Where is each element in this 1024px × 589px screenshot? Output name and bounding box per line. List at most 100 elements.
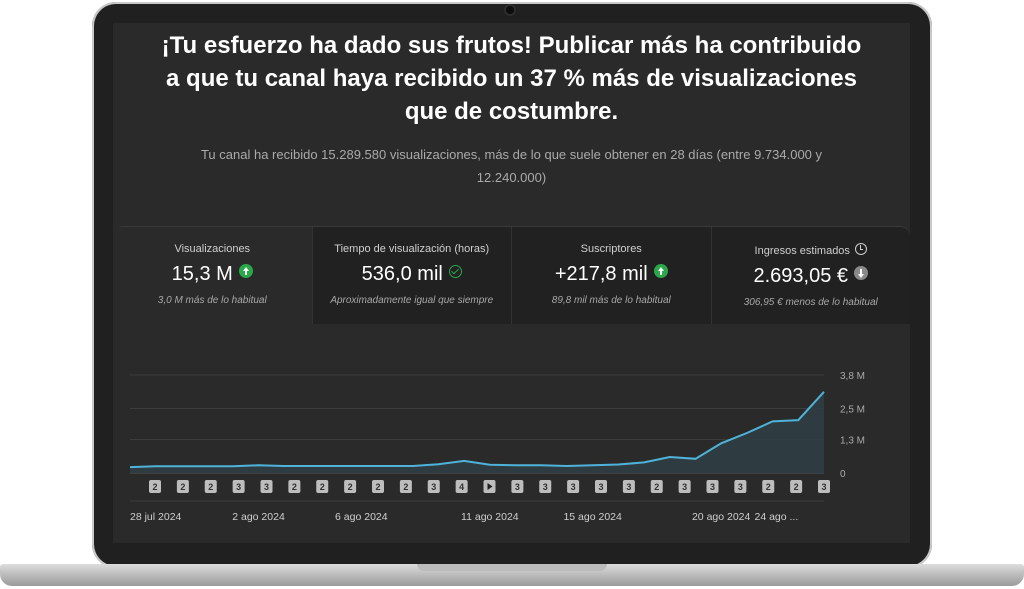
y-tick-label: 2,5 M bbox=[840, 405, 865, 416]
play-icon bbox=[487, 483, 493, 490]
upload-marker-label: 2 bbox=[152, 482, 157, 492]
upload-marker bbox=[678, 480, 691, 493]
check-circle-icon bbox=[448, 265, 462, 278]
arrow-up-icon bbox=[238, 264, 253, 278]
upload-marker-label: 3 bbox=[236, 482, 241, 492]
upload-marker bbox=[288, 480, 301, 493]
views-chart: 3,8 M 2,5 M 1,3 M 0 2 2 2 3 3 2 2 2 2 2 3 4 3 3 3 3 3 2 3 3 3 2 2 3… bbox=[113, 323, 910, 543]
upload-marker bbox=[734, 480, 747, 493]
metric-label: Tiempo de visualización (horas) bbox=[334, 243, 490, 255]
headline-line: que de costumbre. bbox=[404, 98, 619, 125]
upload-marker bbox=[790, 480, 803, 493]
metric-value: 536,0 mil bbox=[313, 263, 512, 286]
upload-marker bbox=[539, 480, 552, 493]
y-tick-label: 0 bbox=[840, 469, 846, 480]
metric-note: Aproximadamente igual que siempre bbox=[330, 295, 494, 306]
metric-tab-revenue[interactable]: Ingresos estimados 2.693,05 € 306,95 € m… bbox=[712, 227, 911, 324]
metric-note: 89,8 mil más de lo habitual bbox=[551, 295, 671, 306]
upload-marker-label: 2 bbox=[403, 482, 408, 492]
summary-line: Tu canal ha recibido 15.289.580 visualiz… bbox=[200, 147, 823, 162]
upload-marker bbox=[650, 480, 663, 493]
x-tick-label: 20 ago 2024 bbox=[692, 511, 751, 523]
x-tick-label: 11 ago 2024 bbox=[461, 511, 519, 523]
upload-marker-label: 2 bbox=[766, 482, 771, 492]
upload-marker bbox=[595, 480, 607, 493]
metric-tab-watch-time[interactable]: Tiempo de visualización (horas) 536,0 mi… bbox=[313, 227, 512, 324]
page-title: ¡Tu esfuerzo ha dado sus frutos! Publica… bbox=[113, 29, 910, 128]
upload-marker-label: 4 bbox=[459, 482, 464, 492]
x-tick-label: 28 jul 2024 bbox=[130, 511, 182, 523]
upload-marker-label: 2 bbox=[375, 482, 380, 492]
upload-marker-label: 3 bbox=[738, 482, 743, 492]
metric-value: +217,8 mil bbox=[512, 263, 711, 286]
metric-value: 15,3 M bbox=[113, 263, 312, 286]
summary-line: 12.240.000) bbox=[476, 170, 547, 185]
upload-marker-label: 3 bbox=[710, 482, 715, 492]
upload-marker-label: 3 bbox=[682, 482, 687, 492]
x-tick-label: 24 ago ... bbox=[754, 511, 798, 523]
upload-marker-label: 3 bbox=[431, 482, 436, 492]
upload-marker-label: 2 bbox=[180, 482, 185, 492]
upload-marker bbox=[399, 480, 412, 493]
metric-value-text: 536,0 mil bbox=[361, 263, 443, 285]
upload-marker bbox=[455, 480, 468, 493]
upload-marker-label: 3 bbox=[515, 482, 520, 492]
x-tick-label: 15 ago 2024 bbox=[563, 511, 622, 523]
series-line bbox=[129, 391, 825, 469]
upload-marker-label: 2 bbox=[320, 482, 325, 492]
camera-icon bbox=[506, 6, 514, 14]
screen: ¡Tu esfuerzo ha dado sus frutos! Publica… bbox=[113, 23, 910, 543]
metric-label-text: Ingresos estimados bbox=[754, 245, 850, 257]
metric-label: Suscriptores bbox=[580, 243, 642, 255]
metric-tab-views[interactable]: Visualizaciones 15,3 M 3,0 M más de lo h… bbox=[113, 227, 313, 324]
metric-value-text: 2.693,05 € bbox=[753, 265, 849, 287]
metrics-tabs: Visualizaciones 15,3 M 3,0 M más de lo h… bbox=[113, 226, 910, 324]
upload-marker-label: 3 bbox=[571, 482, 576, 492]
arrow-up-icon bbox=[653, 264, 668, 278]
y-tick-label: 1,3 M bbox=[840, 435, 865, 446]
upload-marker bbox=[762, 480, 775, 493]
upload-marker bbox=[232, 480, 245, 493]
summary-text: Tu canal ha recibido 15.289.580 visualiz… bbox=[173, 143, 850, 189]
upload-marker bbox=[344, 480, 357, 493]
upload-marker-label: 3 bbox=[598, 482, 603, 492]
metric-value-text: +217,8 mil bbox=[554, 263, 648, 285]
metric-label: Ingresos estimados bbox=[712, 243, 911, 257]
headline-line: a que tu canal haya recibido un 37 % más… bbox=[166, 65, 857, 92]
x-tick-label: 6 ago 2024 bbox=[335, 511, 388, 523]
upload-marker bbox=[176, 480, 189, 493]
metric-note: 306,95 € menos de lo habitual bbox=[743, 297, 878, 308]
arrow-down-icon bbox=[854, 266, 869, 280]
series-area bbox=[130, 391, 824, 473]
upload-marker bbox=[818, 480, 830, 493]
metric-tab-subscribers[interactable]: Suscriptores +217,8 mil 89,8 mil más de … bbox=[512, 227, 712, 324]
laptop-notch bbox=[417, 564, 607, 571]
laptop-base bbox=[0, 564, 1024, 586]
upload-marker bbox=[372, 480, 384, 493]
upload-marker bbox=[204, 480, 217, 493]
x-tick-label: 2 ago 2024 bbox=[232, 511, 285, 523]
upload-marker-label: 2 bbox=[292, 482, 297, 492]
upload-marker-label: 2 bbox=[208, 482, 213, 492]
upload-marker-label: 3 bbox=[543, 482, 548, 492]
clock-icon[interactable] bbox=[854, 243, 867, 255]
upload-marker-label: 3 bbox=[264, 482, 269, 492]
upload-marker-label: 3 bbox=[821, 482, 826, 492]
metric-note: 3,0 M más de lo habitual bbox=[157, 295, 267, 306]
upload-marker bbox=[706, 480, 719, 493]
upload-marker bbox=[316, 480, 329, 493]
upload-marker bbox=[622, 480, 635, 493]
chart-svg: 3,8 M 2,5 M 1,3 M 0 2 2 2 3 3 2 2 2 2 2 3 4 3 3 3 3 3 2 3 3 3 2 2 3… bbox=[129, 371, 865, 523]
upload-marker bbox=[260, 480, 273, 493]
upload-marker bbox=[511, 480, 524, 493]
upload-marker-label: 2 bbox=[654, 482, 659, 492]
upload-marker bbox=[427, 480, 440, 493]
metric-value: 2.693,05 € bbox=[712, 265, 911, 288]
metric-value-text: 15,3 M bbox=[171, 263, 233, 285]
upload-marker-label: 2 bbox=[794, 482, 799, 492]
upload-marker-label: 3 bbox=[626, 482, 631, 492]
metric-label: Visualizaciones bbox=[174, 243, 251, 255]
upload-marker bbox=[567, 480, 580, 493]
upload-marker-label: 2 bbox=[348, 482, 353, 492]
headline-line: ¡Tu esfuerzo ha dado sus frutos! Publica… bbox=[161, 32, 862, 59]
